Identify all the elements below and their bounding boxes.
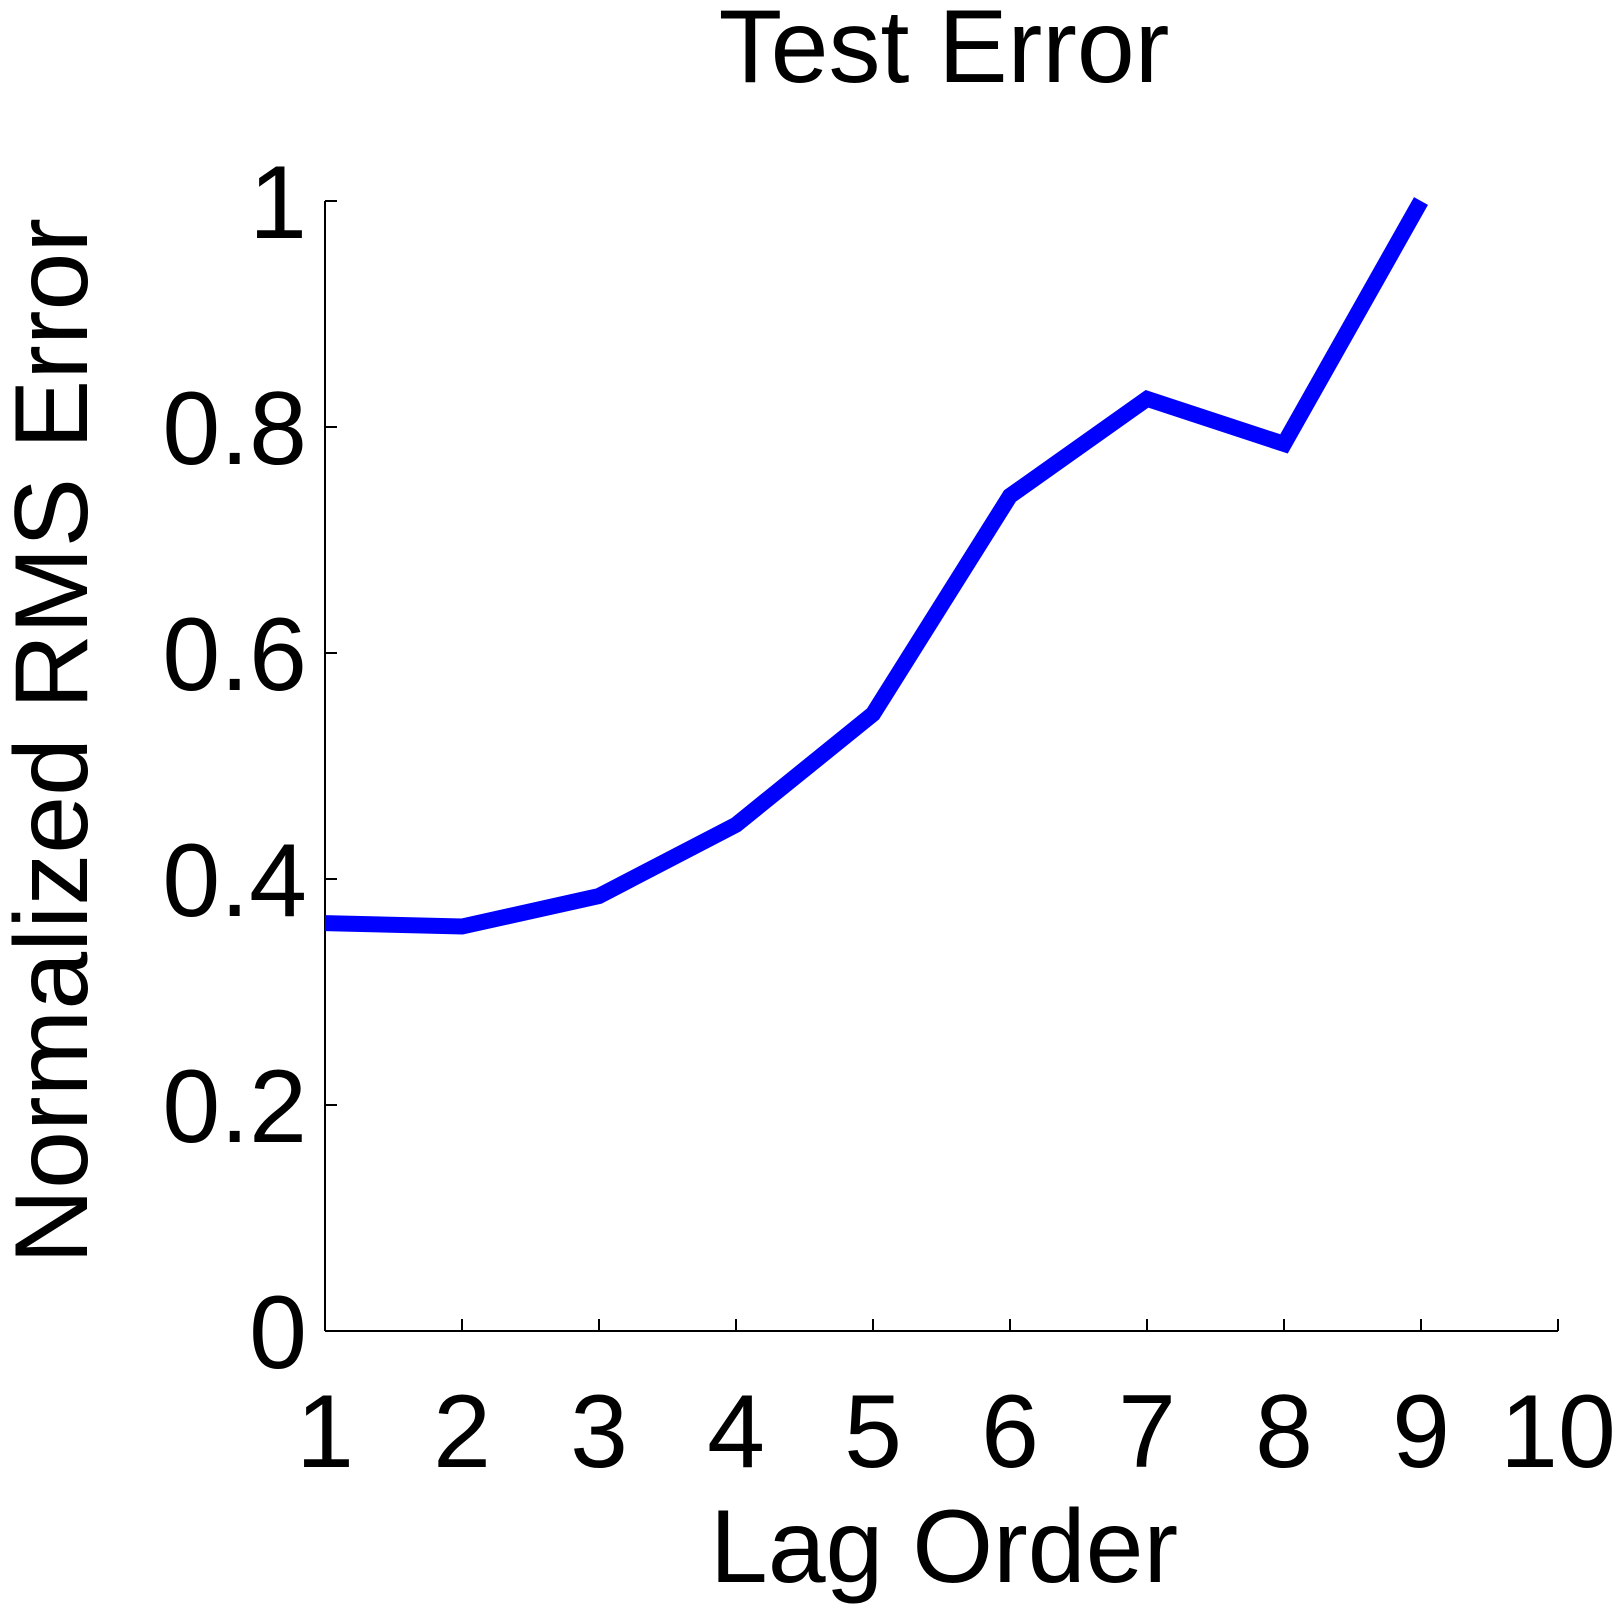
y-tick-label: 0.6 xyxy=(162,597,307,713)
x-tick-label: 3 xyxy=(570,1374,628,1490)
y-tick-label: 0.2 xyxy=(162,1049,307,1165)
x-tick-label: 6 xyxy=(981,1374,1039,1490)
x-tick-label: 1 xyxy=(296,1374,354,1490)
series-layer xyxy=(324,197,1428,935)
y-tick-label: 1 xyxy=(249,145,307,261)
x-tick-label: 7 xyxy=(1118,1374,1176,1490)
y-tick-label: 0 xyxy=(249,1275,307,1391)
y-tick-label: 0.8 xyxy=(162,371,307,487)
x-tick-label: 8 xyxy=(1255,1374,1313,1490)
x-axis-label: Lag Order xyxy=(710,1489,1178,1605)
x-tick-label: 9 xyxy=(1392,1374,1450,1490)
series-line xyxy=(324,197,1428,935)
x-tick-label: 10 xyxy=(1500,1374,1616,1490)
axes xyxy=(324,201,1558,1332)
x-tick-label: 5 xyxy=(844,1374,902,1490)
y-axis-label: Normalized RMS Error xyxy=(0,218,110,1264)
x-tick-label: 2 xyxy=(433,1374,491,1490)
x-tick-label: 4 xyxy=(707,1374,765,1490)
y-tick-label: 0.4 xyxy=(162,823,307,939)
chart-title: Test Error xyxy=(719,0,1170,105)
